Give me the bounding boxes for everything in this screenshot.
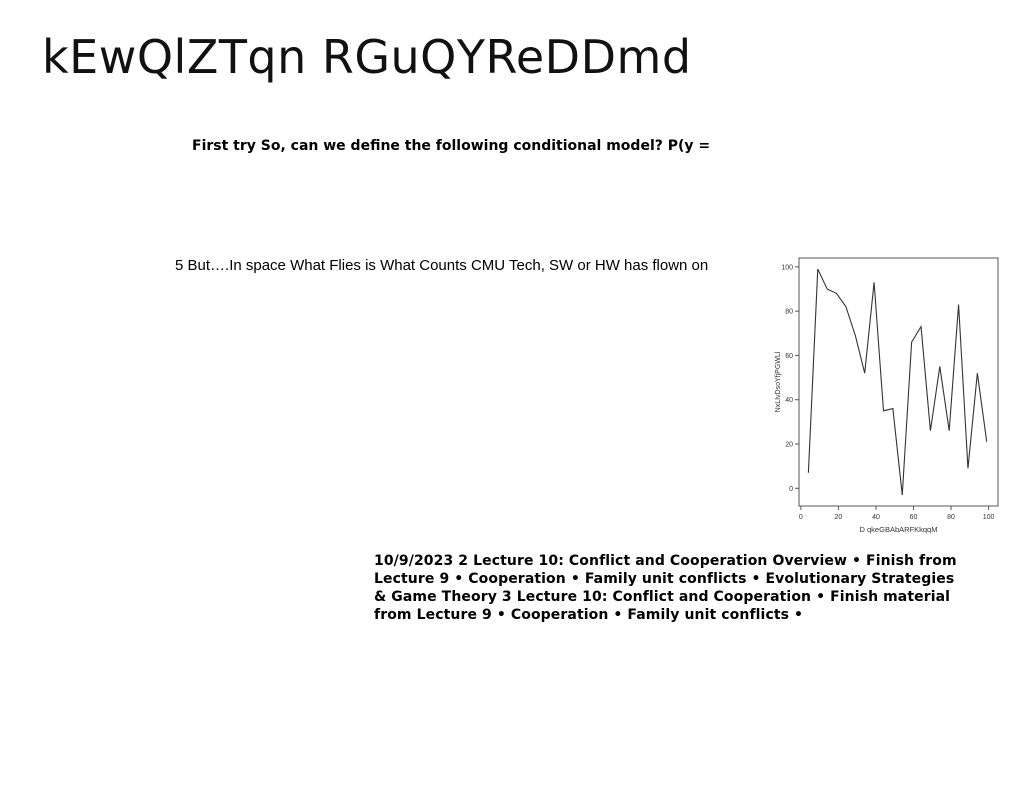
y-tick-label: 0	[789, 486, 793, 493]
series-line	[807, 268, 988, 495]
x-axis-label: D qkeGBAbARFKkqqM	[860, 525, 938, 534]
y-axis-label: NxLIvDsoYfjPGWLl	[775, 351, 782, 412]
y-tick-label: 80	[785, 309, 793, 316]
x-tick-label: 0	[799, 514, 803, 521]
x-tick-label: 60	[910, 514, 918, 521]
line-chart: 0 20 40 60 80 100 0 20 40 60 80 100 D qkeGBAbARFKkqq…	[770, 254, 1010, 540]
text-block-space-tech: 5 But….In space What Flies is What Count…	[175, 257, 709, 274]
y-tick-label: 20	[785, 442, 793, 449]
x-tick-label: 40	[872, 514, 880, 521]
line-chart-svg: 0 20 40 60 80 100 0 20 40 60 80 100 D qkeGBAbARFKkqq…	[775, 257, 999, 534]
y-tick-label: 60	[785, 353, 793, 360]
x-tick-label: 80	[947, 514, 955, 521]
chart-frame	[798, 257, 999, 507]
y-tick-label: 40	[785, 397, 793, 404]
text-block-lecture-overview: 10/9/2023 2 Lecture 10: Conflict and Coo…	[374, 553, 957, 623]
slide-title: kEwQlZTqn RGuQYReDDmd	[42, 30, 692, 84]
text-block-conditional-model: First try So, can we define the followin…	[192, 138, 711, 154]
y-tick-label: 100	[781, 264, 793, 271]
x-tick-label: 20	[835, 514, 843, 521]
x-tick-label: 100	[983, 514, 995, 521]
